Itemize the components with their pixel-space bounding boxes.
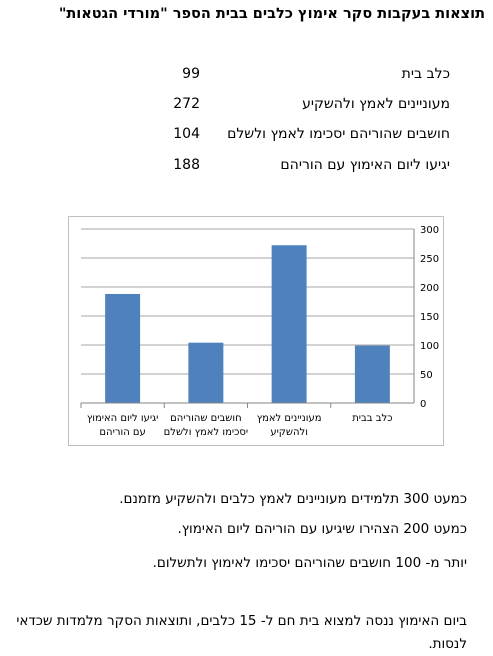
x-tick-label: יסכימו לאמץ ולשלם xyxy=(164,427,249,438)
summary-closing: ביום האימוץ ננסה למצוא בית חם ל- 15 כלבי… xyxy=(16,613,467,652)
stat-row-pet-dog: כלב בית 99 xyxy=(0,66,493,86)
x-tick-label: עם הוריהם xyxy=(99,427,145,438)
x-tick-label: ולהשקיע xyxy=(270,427,308,438)
page-title: תוצאות בעקבות סקר אימוץ כלבים בבית הספר … xyxy=(58,6,485,22)
adoption-survey-chart: 0 50 100 150 200 250 300 כלב בבית מעוניינים לאמץ… xyxy=(68,216,444,446)
y-tick-label: 300 xyxy=(420,225,439,236)
y-tick-label: 150 xyxy=(420,312,439,323)
stat-label: מעוניינים לאמץ ולהשקיע xyxy=(302,96,450,112)
y-tick-label: 0 xyxy=(420,399,426,410)
bar xyxy=(188,342,224,403)
y-tick-label: 200 xyxy=(420,283,439,294)
stat-row-want-adopt: מעוניינים לאמץ ולהשקיע 272 xyxy=(0,96,493,116)
stat-row-parents-agree: חושבים שהוריהם יסכימו לאמץ ולשלם 104 xyxy=(0,126,493,146)
summary-line-3: יותר מ- 100 חושבים שהוריהם יסכימו לאימוץ… xyxy=(152,555,467,571)
stat-value: 99 xyxy=(182,66,200,82)
bar xyxy=(105,293,141,403)
bar xyxy=(271,245,307,403)
y-tick-label: 250 xyxy=(420,254,439,265)
stat-row-attend-day: יגיעו ליום האימוץ עם הוריהם 188 xyxy=(0,157,493,177)
x-tick-label: יגיעו ליום האימוץ xyxy=(87,413,159,424)
summary-line-1: כמעט 300 תלמידים מעוניינים לאמץ כלבים ול… xyxy=(119,491,467,507)
bar-chart-svg: 0 50 100 150 200 250 300 כלב בבית מעוניינים לאמץ… xyxy=(80,225,439,438)
stat-label: כלב בית xyxy=(401,66,450,82)
summary-line-2: כמעט 200 הצהירו שיגיעו עם הוריהם ליום הא… xyxy=(177,521,467,537)
stat-label: יגיעו ליום האימוץ עם הוריהם xyxy=(280,157,450,173)
bar xyxy=(354,345,390,403)
stat-value: 104 xyxy=(173,126,200,142)
x-tick-label: כלב בבית xyxy=(352,413,392,424)
stat-value: 272 xyxy=(173,96,200,112)
y-tick-label: 50 xyxy=(420,370,433,381)
stat-value: 188 xyxy=(173,157,200,173)
stat-label: חושבים שהוריהם יסכימו לאמץ ולשלם xyxy=(227,126,450,142)
x-tick-label: חושבים שהוריהם xyxy=(170,413,242,424)
y-tick-label: 100 xyxy=(420,341,439,352)
x-tick-label: מעוניינים לאמץ xyxy=(257,413,322,424)
